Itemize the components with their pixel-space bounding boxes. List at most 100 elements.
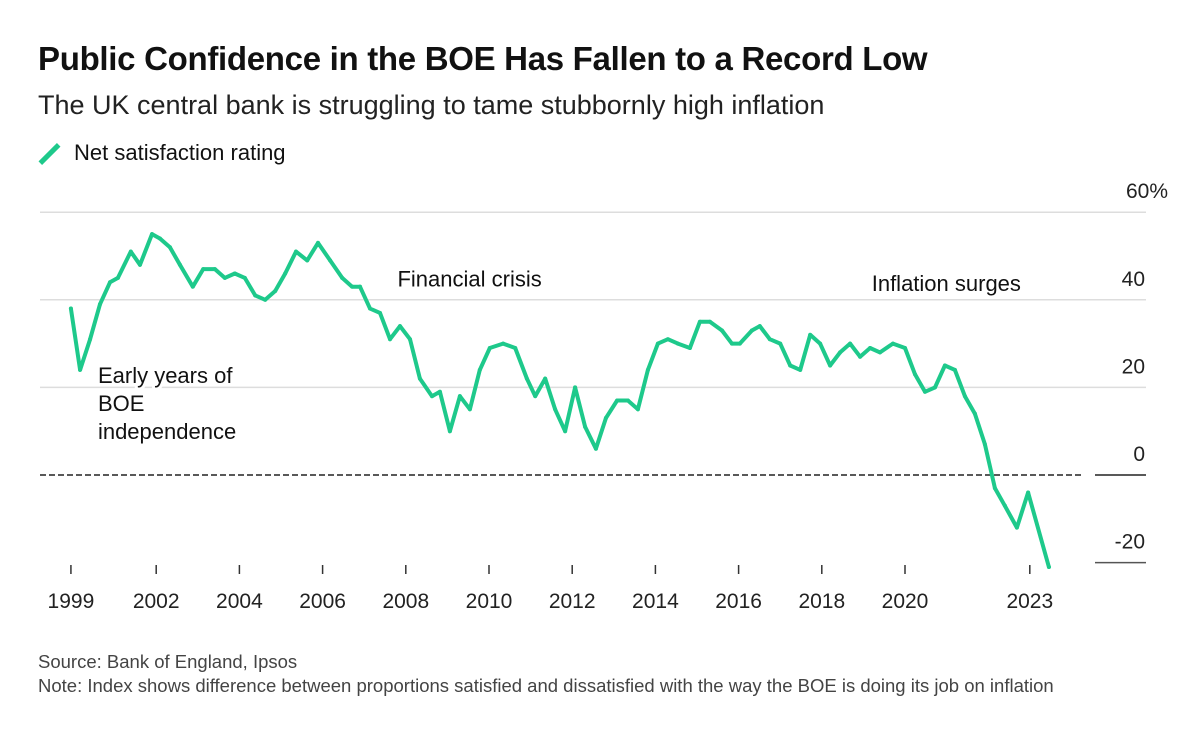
x-tick-label: 2018 bbox=[798, 590, 845, 613]
footer: Source: Bank of England, Ipsos Note: Ind… bbox=[38, 650, 1168, 698]
data-point bbox=[305, 258, 310, 263]
data-point bbox=[487, 345, 492, 350]
data-point bbox=[912, 372, 917, 377]
x-tick-label: 2010 bbox=[466, 590, 513, 613]
data-point bbox=[212, 267, 217, 272]
data-point bbox=[553, 407, 558, 412]
data-point bbox=[665, 337, 670, 342]
y-tick-label: 40 bbox=[1122, 268, 1145, 291]
data-point bbox=[190, 284, 195, 289]
data-point bbox=[603, 416, 608, 421]
data-point bbox=[467, 407, 472, 412]
data-point bbox=[788, 363, 793, 368]
data-point bbox=[150, 232, 155, 237]
data-point bbox=[645, 367, 650, 372]
data-point bbox=[407, 337, 412, 342]
data-point bbox=[1014, 525, 1019, 530]
y-tick-label: 60% bbox=[1126, 180, 1168, 203]
data-point bbox=[922, 389, 927, 394]
annotation-text: BOE bbox=[98, 391, 144, 416]
data-point bbox=[737, 341, 742, 346]
data-point bbox=[328, 258, 333, 263]
data-point bbox=[358, 284, 363, 289]
annotation: Early years of BOE independence bbox=[95, 360, 239, 447]
y-tick-label: 20 bbox=[1122, 355, 1145, 378]
data-point bbox=[573, 385, 578, 390]
x-tick-label: 2020 bbox=[882, 590, 929, 613]
data-point bbox=[201, 267, 206, 272]
line-chart: 60% 40 20 0 -20 1999 2002 2004 2006 2008 2010 2012 2… bbox=[40, 180, 1168, 613]
data-point bbox=[98, 302, 103, 307]
data-point bbox=[263, 297, 268, 302]
x-tick-label: 2016 bbox=[715, 590, 762, 613]
data-point bbox=[749, 328, 754, 333]
data-point bbox=[757, 324, 762, 329]
data-point bbox=[625, 398, 630, 403]
data-point bbox=[68, 306, 73, 311]
data-point bbox=[818, 341, 823, 346]
data-point bbox=[350, 284, 355, 289]
data-point bbox=[293, 249, 298, 254]
y-tick-label: -20 bbox=[1115, 531, 1145, 554]
y-tick-label: 0 bbox=[1133, 443, 1145, 466]
data-point bbox=[88, 337, 93, 342]
x-tick-label: 2012 bbox=[549, 590, 596, 613]
data-point bbox=[808, 332, 813, 337]
x-tick-label: 2014 bbox=[632, 590, 679, 613]
x-tick-label: 2004 bbox=[216, 590, 263, 613]
data-point bbox=[932, 385, 937, 390]
data-point bbox=[952, 367, 957, 372]
x-tick-label: 2023 bbox=[1006, 590, 1053, 613]
data-point bbox=[137, 262, 142, 267]
data-point bbox=[397, 324, 402, 329]
data-point bbox=[697, 319, 702, 324]
annotation-text: independence bbox=[98, 419, 236, 444]
data-point bbox=[1046, 564, 1051, 569]
data-point bbox=[858, 354, 863, 359]
data-point bbox=[316, 240, 321, 245]
data-point bbox=[78, 367, 83, 372]
data-point bbox=[838, 350, 843, 355]
data-point bbox=[890, 341, 895, 346]
data-point bbox=[417, 376, 422, 381]
data-point bbox=[378, 310, 383, 315]
data-point bbox=[157, 236, 162, 241]
legend: Net satisfaction rating bbox=[38, 140, 286, 166]
data-point bbox=[524, 376, 529, 381]
data-point bbox=[675, 341, 680, 346]
data-point bbox=[563, 429, 568, 434]
data-point bbox=[368, 306, 373, 311]
data-point bbox=[128, 249, 133, 254]
data-point bbox=[273, 289, 278, 294]
data-point bbox=[655, 341, 660, 346]
x-tick-label: 2006 bbox=[299, 590, 346, 613]
data-point bbox=[778, 341, 783, 346]
data-point bbox=[177, 262, 182, 267]
annotation-text: Inflation surges bbox=[872, 271, 1021, 296]
data-point bbox=[687, 345, 692, 350]
data-point bbox=[903, 345, 907, 350]
data-point bbox=[253, 293, 258, 298]
data-point bbox=[477, 367, 482, 372]
data-point bbox=[992, 486, 997, 491]
data-point bbox=[430, 394, 435, 399]
data-point bbox=[583, 424, 588, 429]
data-point bbox=[828, 363, 833, 368]
data-point bbox=[593, 446, 598, 451]
data-point bbox=[615, 398, 620, 403]
data-point bbox=[222, 275, 227, 280]
data-point bbox=[167, 245, 172, 250]
data-point bbox=[962, 394, 967, 399]
data-point bbox=[878, 350, 883, 355]
data-point bbox=[543, 376, 548, 381]
data-point bbox=[283, 271, 288, 276]
data-point bbox=[1026, 490, 1031, 495]
data-point bbox=[767, 337, 772, 342]
annotation-text: Financial crisis bbox=[397, 267, 541, 292]
data-point bbox=[707, 319, 712, 324]
annotation: Financial crisis bbox=[394, 264, 544, 295]
data-point bbox=[533, 394, 538, 399]
legend-label: Net satisfaction rating bbox=[74, 140, 286, 165]
source-note: Source: Bank of England, Ipsos bbox=[38, 651, 298, 672]
data-point bbox=[340, 275, 345, 280]
